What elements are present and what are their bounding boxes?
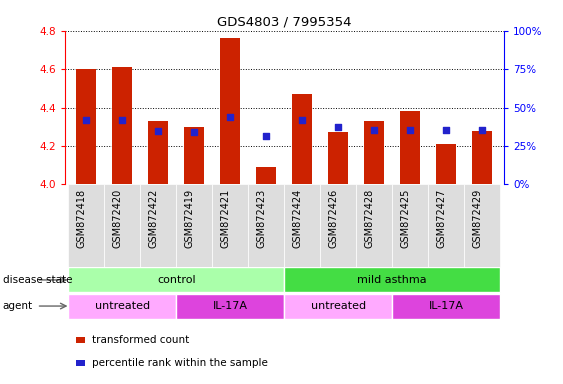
Point <box>226 114 235 120</box>
Bar <box>221 38 240 184</box>
Bar <box>292 94 312 184</box>
Text: GSM872421: GSM872421 <box>220 189 230 248</box>
Point <box>262 133 271 139</box>
FancyBboxPatch shape <box>392 184 428 267</box>
FancyBboxPatch shape <box>284 293 392 319</box>
Bar <box>149 121 168 184</box>
FancyBboxPatch shape <box>212 184 248 267</box>
FancyBboxPatch shape <box>428 184 464 267</box>
Text: GSM872428: GSM872428 <box>364 189 374 248</box>
Text: GSM872418: GSM872418 <box>77 189 86 248</box>
FancyBboxPatch shape <box>392 293 501 319</box>
FancyBboxPatch shape <box>284 267 501 293</box>
Text: disease state: disease state <box>3 275 72 285</box>
FancyBboxPatch shape <box>284 184 320 267</box>
Text: GSM872425: GSM872425 <box>400 189 410 248</box>
Text: GSM872429: GSM872429 <box>472 189 482 248</box>
FancyBboxPatch shape <box>464 184 501 267</box>
Text: GSM872422: GSM872422 <box>148 189 158 248</box>
Text: mild asthma: mild asthma <box>358 275 427 285</box>
FancyBboxPatch shape <box>68 293 176 319</box>
Bar <box>472 131 492 184</box>
Text: GSM872419: GSM872419 <box>184 189 194 248</box>
FancyBboxPatch shape <box>68 267 284 293</box>
Text: transformed count: transformed count <box>92 335 189 345</box>
Text: IL-17A: IL-17A <box>429 301 464 311</box>
Point <box>334 124 343 130</box>
Point <box>118 117 127 123</box>
Point <box>406 126 415 132</box>
Text: agent: agent <box>3 301 33 311</box>
Point <box>298 117 307 123</box>
FancyBboxPatch shape <box>176 293 284 319</box>
FancyBboxPatch shape <box>356 184 392 267</box>
Point <box>370 126 379 132</box>
Text: GSM872424: GSM872424 <box>292 189 302 248</box>
Bar <box>77 69 96 184</box>
Text: GSM872420: GSM872420 <box>113 189 122 248</box>
FancyBboxPatch shape <box>104 184 140 267</box>
Bar <box>400 111 420 184</box>
Point <box>154 127 163 134</box>
Point <box>190 129 199 136</box>
Text: GSM872427: GSM872427 <box>436 189 446 248</box>
Text: untreated: untreated <box>95 301 150 311</box>
Bar <box>113 67 132 184</box>
Title: GDS4803 / 7995354: GDS4803 / 7995354 <box>217 15 351 28</box>
Text: untreated: untreated <box>311 301 366 311</box>
Bar <box>436 144 456 184</box>
Text: GSM872423: GSM872423 <box>256 189 266 248</box>
Point <box>82 117 91 123</box>
Text: GSM872426: GSM872426 <box>328 189 338 248</box>
FancyBboxPatch shape <box>176 184 212 267</box>
Text: IL-17A: IL-17A <box>213 301 248 311</box>
FancyBboxPatch shape <box>248 184 284 267</box>
FancyBboxPatch shape <box>320 184 356 267</box>
Text: percentile rank within the sample: percentile rank within the sample <box>92 358 267 368</box>
Bar <box>328 132 348 184</box>
FancyBboxPatch shape <box>140 184 176 267</box>
Point <box>442 126 451 132</box>
FancyBboxPatch shape <box>68 184 104 267</box>
Bar <box>185 127 204 184</box>
Bar <box>256 167 276 184</box>
Point <box>478 126 487 132</box>
Bar <box>364 121 384 184</box>
Text: control: control <box>157 275 195 285</box>
